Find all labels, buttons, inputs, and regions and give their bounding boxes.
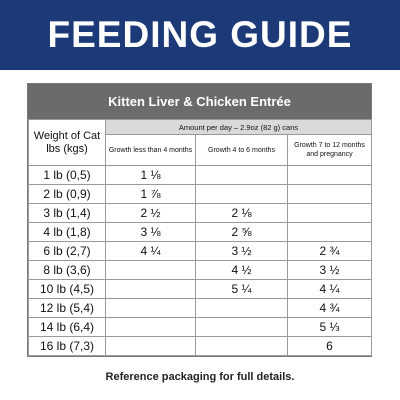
amount-cell: 1 ⅛ bbox=[105, 165, 196, 185]
table-row: 14 lb (6,4) 5 ⅓ bbox=[28, 317, 373, 337]
amount-cell: 3 ⅛ bbox=[105, 222, 196, 242]
table-row: 2 lb (0,9) 1 ⅞ bbox=[28, 184, 373, 204]
weight-cell: 14 lb (6,4) bbox=[28, 317, 106, 337]
amount-cell bbox=[105, 336, 196, 356]
weight-cell: 3 lb (1,4) bbox=[28, 203, 106, 223]
amount-cell bbox=[195, 298, 288, 318]
amount-cell: 6 bbox=[286, 336, 373, 356]
table-row: 4 lb (1,8) 3 ⅛ 2 ⅝ bbox=[28, 222, 373, 242]
amount-cell: 1 ⅞ bbox=[105, 184, 196, 204]
amount-cell: 3 ½ bbox=[195, 241, 288, 261]
amount-cell bbox=[195, 336, 288, 356]
table-row: 8 lb (3,6) 4 ½ 3 ½ bbox=[28, 260, 373, 280]
product-name-header: Kitten Liver & Chicken Entrée bbox=[28, 84, 371, 119]
amount-cell: 4 ¼ bbox=[105, 241, 196, 261]
weight-cell: 4 lb (1,8) bbox=[28, 222, 106, 242]
amount-per-day-header: Amount per day – 2.9oz (82 g) cans bbox=[104, 119, 373, 135]
amount-cell bbox=[286, 184, 373, 204]
title-banner: FEEDING GUIDE bbox=[0, 0, 400, 70]
weight-cell: 10 lb (4,5) bbox=[28, 279, 106, 299]
table-row: 1 lb (0,5) 1 ⅛ bbox=[28, 165, 373, 185]
amount-cell bbox=[105, 298, 196, 318]
table-row: 12 lb (5,4) 4 ¾ bbox=[28, 298, 373, 318]
amount-cell: 2 ⅛ bbox=[195, 203, 288, 223]
amount-cell bbox=[286, 222, 373, 242]
weight-cell: 2 lb (0,9) bbox=[28, 184, 106, 204]
column-header-4-to-6-months: Growth 4 to 6 months bbox=[195, 134, 288, 166]
amount-cell bbox=[105, 317, 196, 337]
footer-note: Reference packaging for full details. bbox=[105, 371, 295, 383]
amount-cell: 2 ⅝ bbox=[195, 222, 288, 242]
feeding-table: Weight of Cat lbs (kgs) Amount per day –… bbox=[28, 119, 373, 356]
weight-cell: 1 lb (0,5) bbox=[28, 165, 106, 185]
column-header-7-to-12-months: Growth 7 to 12 months and pregnancy bbox=[286, 134, 373, 166]
amount-cell: 2 ¾ bbox=[286, 241, 373, 261]
weight-column-header: Weight of Cat lbs (kgs) bbox=[28, 119, 106, 166]
feeding-guide-table: Kitten Liver & Chicken Entrée Weight of … bbox=[27, 83, 373, 357]
weight-cell: 16 lb (7,3) bbox=[28, 336, 106, 356]
amount-cell: 4 ¾ bbox=[286, 298, 373, 318]
amount-cell: 5 ⅓ bbox=[286, 317, 373, 337]
column-header-under-4-months: Growth less than 4 months bbox=[105, 134, 196, 166]
amount-cell bbox=[286, 203, 373, 223]
amount-cell: 4 ½ bbox=[195, 260, 288, 280]
amount-cell bbox=[286, 165, 373, 185]
amount-cell bbox=[105, 260, 196, 280]
weight-cell: 6 lb (2,7) bbox=[28, 241, 106, 261]
table-row: 3 lb (1,4) 2 ½ 2 ⅛ bbox=[28, 203, 373, 223]
page-title: FEEDING GUIDE bbox=[47, 14, 353, 55]
amount-cell bbox=[195, 165, 288, 185]
amount-cell bbox=[105, 279, 196, 299]
amount-cell bbox=[195, 317, 288, 337]
amount-cell: 3 ½ bbox=[286, 260, 373, 280]
amount-cell: 5 ¼ bbox=[195, 279, 288, 299]
amount-cell: 2 ½ bbox=[105, 203, 196, 223]
table-row: 16 lb (7,3) 6 bbox=[28, 336, 373, 356]
weight-cell: 12 lb (5,4) bbox=[28, 298, 106, 318]
table-row: 6 lb (2,7) 4 ¼ 3 ½ 2 ¾ bbox=[28, 241, 373, 261]
table-row: 10 lb (4,5) 5 ¼ 4 ¼ bbox=[28, 279, 373, 299]
amount-cell: 4 ¼ bbox=[286, 279, 373, 299]
weight-cell: 8 lb (3,6) bbox=[28, 260, 106, 280]
amount-cell bbox=[195, 184, 288, 204]
